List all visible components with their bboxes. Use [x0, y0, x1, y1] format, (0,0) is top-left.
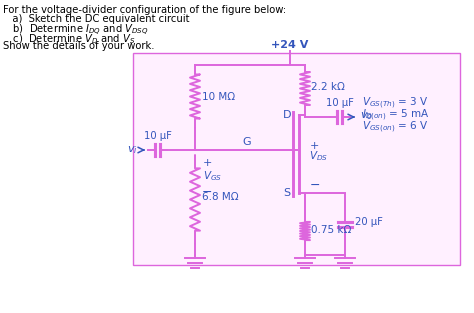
- Text: For the voltage-divider configuration of the figure below:: For the voltage-divider configuration of…: [3, 5, 286, 15]
- Text: Show the details of your work.: Show the details of your work.: [3, 41, 155, 51]
- Bar: [133, 53, 460, 265]
- Text: 0.75 kΩ: 0.75 kΩ: [311, 225, 351, 235]
- Text: $V_{GS(Th)}$ = 3 V: $V_{GS(Th)}$ = 3 V: [362, 95, 428, 111]
- Text: +: +: [202, 158, 212, 168]
- Text: +24 V: +24 V: [271, 40, 309, 50]
- Text: 10 MΩ: 10 MΩ: [202, 91, 235, 101]
- Text: +: +: [310, 141, 319, 151]
- Text: 10 μF: 10 μF: [144, 131, 172, 141]
- Text: D: D: [283, 110, 292, 120]
- Text: 10 μF: 10 μF: [326, 98, 354, 108]
- Text: 2.2 kΩ: 2.2 kΩ: [311, 81, 345, 91]
- Text: G: G: [242, 137, 251, 147]
- Text: $v_o$: $v_o$: [360, 110, 373, 122]
- Text: $V_{GS(on)}$ = 6 V: $V_{GS(on)}$ = 6 V: [362, 119, 428, 135]
- Text: b)  Determine $I_{DQ}$ and $V_{DSQ}$: b) Determine $I_{DQ}$ and $V_{DSQ}$: [3, 23, 148, 38]
- Text: $I_{D(on)}$ = 5 mA: $I_{D(on)}$ = 5 mA: [362, 107, 430, 123]
- Text: S: S: [283, 188, 290, 198]
- Text: 20 μF: 20 μF: [355, 217, 383, 227]
- Text: 6.8 MΩ: 6.8 MΩ: [202, 192, 238, 203]
- Text: −: −: [202, 186, 212, 199]
- Text: a)  Sketch the DC equivalent circuit: a) Sketch the DC equivalent circuit: [3, 14, 190, 24]
- Text: $V_{GS}$: $V_{GS}$: [203, 169, 223, 183]
- Text: $v_i$: $v_i$: [128, 144, 138, 156]
- Text: $V_{DS}$: $V_{DS}$: [309, 149, 328, 163]
- Text: c)  Determine $V_D$ and $V_S$: c) Determine $V_D$ and $V_S$: [3, 32, 135, 46]
- Text: −: −: [310, 179, 320, 192]
